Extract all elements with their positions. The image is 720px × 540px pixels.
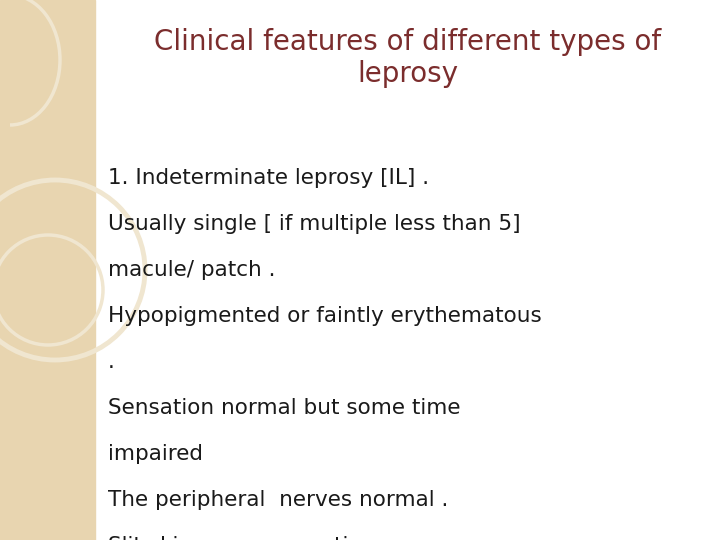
Text: leprosy: leprosy	[357, 60, 458, 88]
Text: .: .	[108, 352, 115, 372]
Text: macule/ patch .: macule/ patch .	[108, 260, 276, 280]
Text: Usually single [ if multiple less than 5]: Usually single [ if multiple less than 5…	[108, 214, 521, 234]
Text: Sensation normal but some time: Sensation normal but some time	[108, 398, 461, 418]
Text: The peripheral  nerves normal .: The peripheral nerves normal .	[108, 490, 449, 510]
Text: Clinical features of different types of: Clinical features of different types of	[154, 28, 661, 56]
Bar	[0, 0, 95, 540]
Text: 1. Indeterminate leprosy [IL] .: 1. Indeterminate leprosy [IL] .	[108, 168, 429, 188]
Text: impaired: impaired	[108, 444, 203, 464]
Text: Hypopigmented or faintly erythematous: Hypopigmented or faintly erythematous	[108, 306, 541, 326]
Text: Slit skin smear  negative.: Slit skin smear negative.	[108, 536, 381, 540]
